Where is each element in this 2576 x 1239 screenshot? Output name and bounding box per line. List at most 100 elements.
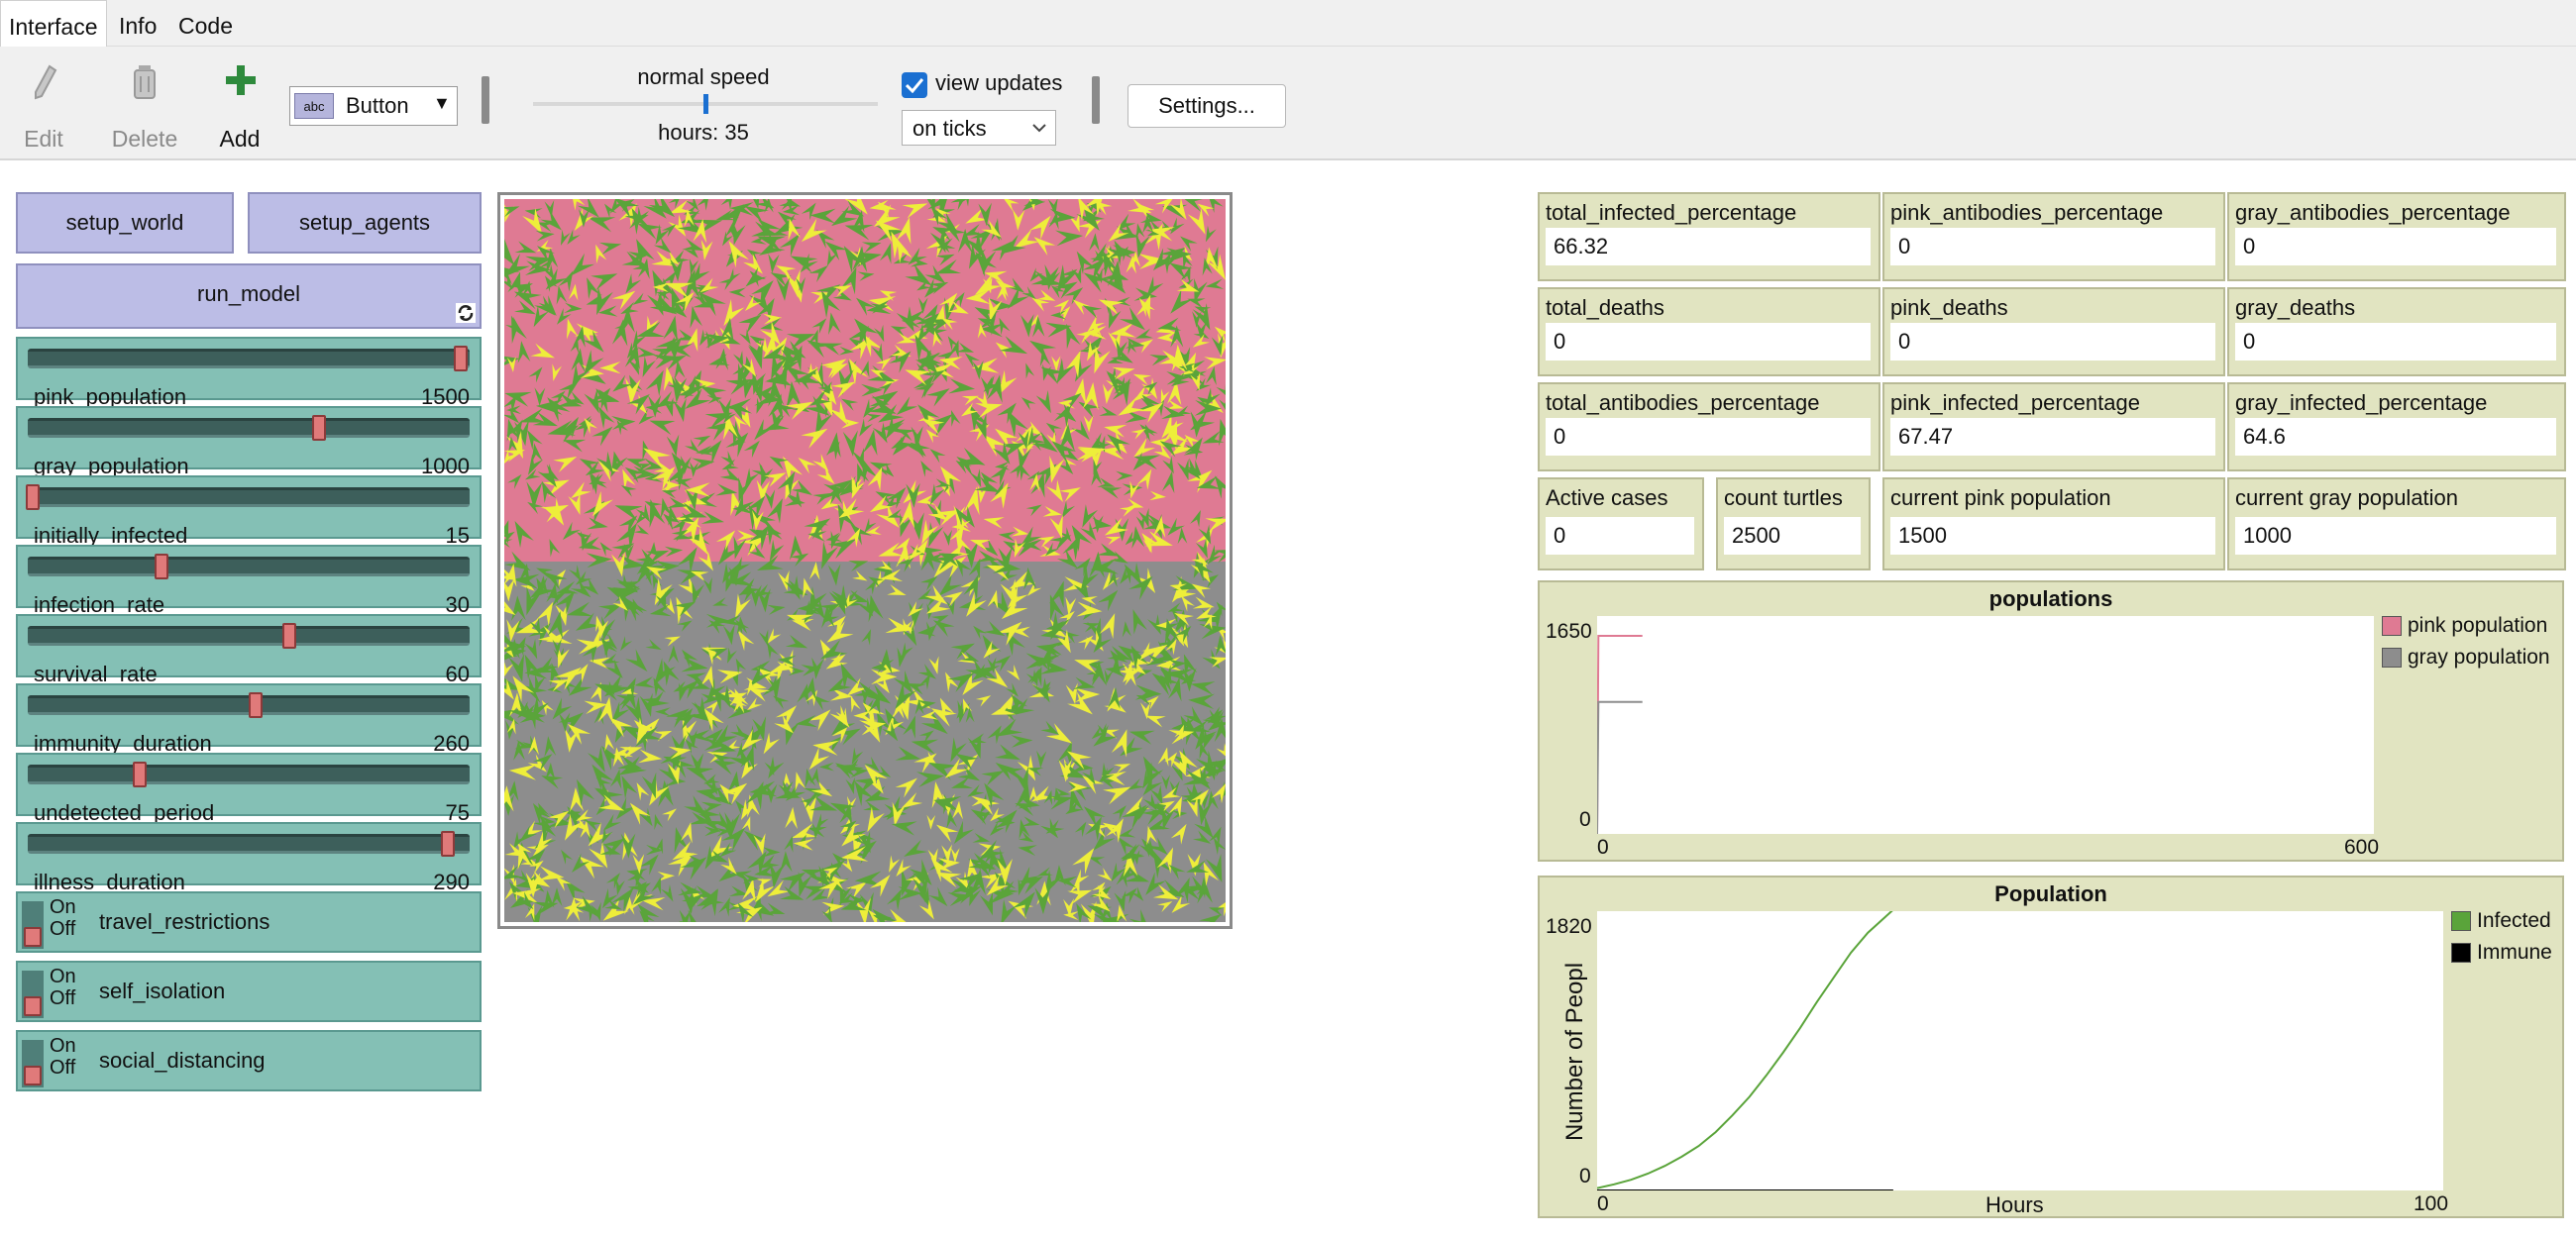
toggle-track <box>22 1040 44 1087</box>
world-view[interactable] <box>497 192 1233 929</box>
slider-track[interactable] <box>28 692 470 718</box>
slider-thumb[interactable] <box>312 415 326 441</box>
monitor-gray-infected-percentage: gray_infected_percentage 64.6 <box>2227 382 2566 471</box>
slider-track[interactable] <box>28 415 470 441</box>
toggle-track <box>22 901 44 949</box>
monitor-label: gray_infected_percentage <box>2235 390 2488 415</box>
legend-label: Immune <box>2477 941 2552 964</box>
slider-track[interactable] <box>28 831 470 857</box>
monitor-value: 0 <box>1890 323 2215 361</box>
x-min-tick: 0 <box>1597 1192 1609 1215</box>
pencil-icon <box>35 64 57 100</box>
tab-code[interactable]: Code <box>178 13 233 39</box>
slider-thumb[interactable] <box>454 346 468 371</box>
slider-initially-infected[interactable]: initially_infected 15 <box>16 475 482 548</box>
slider-value: 1500 <box>421 384 470 409</box>
slider-immunity-duration[interactable]: immunity_duration 260 <box>16 683 482 756</box>
widget-type-select[interactable]: abc Button ▼ <box>289 86 458 126</box>
speed-slider[interactable] <box>533 94 878 114</box>
monitor-value: 67.47 <box>1890 418 2215 456</box>
monitor-label: current pink population <box>1890 485 2111 510</box>
slider-track[interactable] <box>28 346 470 371</box>
monitor-label: gray_deaths <box>2235 295 2356 320</box>
slider-value: 260 <box>433 731 470 756</box>
plot-canvas <box>1596 635 1643 835</box>
monitor-label: pink_antibodies_percentage <box>1890 200 2164 225</box>
monitor-count-turtles: count turtles 2500 <box>1716 477 1871 570</box>
slider-thumb[interactable] <box>26 484 40 510</box>
switch-social-distancing[interactable]: On Off social_distancing <box>16 1030 482 1091</box>
slider-name: infection_rate <box>34 592 165 617</box>
slider-pink-population[interactable]: pink_population 1500 <box>16 337 482 409</box>
speed-slider-thumb[interactable] <box>703 94 708 114</box>
switch-off-label: Off <box>50 987 76 1009</box>
add-button[interactable]: Add <box>210 62 269 152</box>
slider-thumb[interactable] <box>441 831 455 857</box>
slider-illness-duration[interactable]: illness_duration 290 <box>16 822 482 894</box>
switch-on-label: On <box>50 966 76 987</box>
switch-name: social_distancing <box>99 1048 266 1073</box>
slider-survival-rate[interactable]: survival_rate 60 <box>16 614 482 686</box>
slider-name: immunity_duration <box>34 731 212 756</box>
view-updates-checkbox[interactable] <box>902 72 927 98</box>
slider-track[interactable] <box>28 623 470 649</box>
slider-thumb[interactable] <box>282 623 296 649</box>
slider-undetected-period[interactable]: undetected_period 75 <box>16 753 482 825</box>
monitor-value: 0 <box>1546 418 1871 456</box>
monitor-label: Active cases <box>1546 485 1668 510</box>
toolbar-separator <box>482 76 489 124</box>
series-line-pink-population <box>1596 635 1643 835</box>
slider-thumb[interactable] <box>249 692 263 718</box>
x-max-tick: 600 <box>2344 836 2380 859</box>
x-axis-label: Hours <box>1986 1192 2044 1217</box>
monitor-pink-antibodies-percentage: pink_antibodies_percentage 0 <box>1882 192 2225 281</box>
monitor-label: current gray population <box>2235 485 2459 510</box>
run-model-button[interactable]: run_model <box>16 263 482 329</box>
edit-label: Edit <box>24 126 63 152</box>
slider-infection-rate[interactable]: infection_rate 30 <box>16 545 482 617</box>
update-mode-value: on ticks <box>912 116 987 141</box>
switch-travel-restrictions[interactable]: On Off travel_restrictions <box>16 891 482 953</box>
world-canvas <box>504 199 1226 922</box>
y-max-tick: 1820 <box>1546 915 1592 938</box>
monitor-label: total_deaths <box>1546 295 1664 320</box>
monitor-value: 2500 <box>1724 517 1861 555</box>
plot-canvas <box>1596 908 1894 1191</box>
toggle-track <box>22 971 44 1018</box>
legend-swatch-immune <box>2451 943 2471 963</box>
plot-area <box>1596 908 2443 1191</box>
switch-on-label: On <box>50 1035 76 1057</box>
gray-region <box>504 562 1226 922</box>
edit-button[interactable]: Edit <box>14 62 73 152</box>
setup-agents-button[interactable]: setup_agents <box>248 192 482 254</box>
toggle-knob[interactable] <box>24 1066 42 1085</box>
slider-value: 60 <box>445 662 470 686</box>
monitor-value: 0 <box>1546 517 1694 555</box>
monitor-total-antibodies-percentage: total_antibodies_percentage 0 <box>1538 382 1880 471</box>
setup-world-button[interactable]: setup_world <box>16 192 234 254</box>
monitor-label: pink_deaths <box>1890 295 2008 320</box>
monitor-current-pink-population: current pink population 1500 <box>1882 477 2225 570</box>
settings-button[interactable]: Settings... <box>1127 84 1286 128</box>
slider-thumb[interactable] <box>133 762 147 787</box>
slider-name: initially_infected <box>34 523 188 548</box>
legend-label: pink population <box>2408 614 2548 637</box>
switch-self-isolation[interactable]: On Off self_isolation <box>16 961 482 1022</box>
slider-track[interactable] <box>28 554 470 579</box>
switch-off-label: Off <box>50 1057 76 1079</box>
slider-track[interactable] <box>28 762 470 787</box>
delete-button[interactable]: Delete <box>105 62 184 152</box>
slider-track[interactable] <box>26 484 470 510</box>
update-mode-select[interactable]: on ticks <box>902 110 1056 146</box>
slider-thumb[interactable] <box>155 554 168 579</box>
button-widget-icon: abc <box>294 93 334 119</box>
toggle-knob[interactable] <box>24 996 42 1016</box>
monitor-total-deaths: total_deaths 0 <box>1538 287 1880 376</box>
monitor-total-infected-percentage: total_infected_percentage 66.32 <box>1538 192 1880 281</box>
tab-info[interactable]: Info <box>119 13 158 39</box>
slider-value: 75 <box>445 800 470 825</box>
switch-name: self_isolation <box>99 979 226 1003</box>
toggle-knob[interactable] <box>24 927 42 947</box>
slider-gray-population[interactable]: gray_population 1000 <box>16 406 482 478</box>
tab-interface[interactable]: Interface <box>0 0 107 48</box>
